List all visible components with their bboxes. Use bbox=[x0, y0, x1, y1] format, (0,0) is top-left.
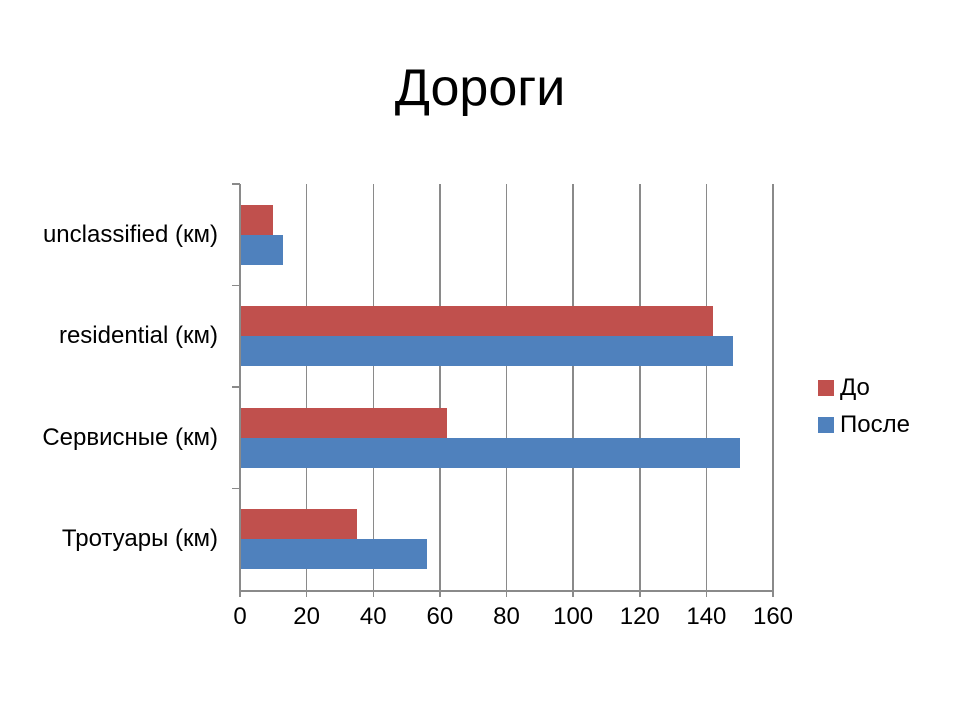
gridline bbox=[572, 184, 574, 590]
category-label: residential (км) bbox=[58, 322, 218, 350]
x-axis-tick bbox=[439, 590, 441, 597]
legend-label-before: До bbox=[840, 374, 870, 401]
x-axis-tick-label: 80 bbox=[493, 603, 520, 630]
bar-after bbox=[240, 539, 427, 570]
x-axis-tick-label: 60 bbox=[426, 603, 454, 630]
x-axis-tick-label: 140 bbox=[686, 603, 727, 630]
x-axis-tick bbox=[639, 590, 641, 597]
x-axis-tick bbox=[572, 590, 574, 597]
y-axis-tick bbox=[232, 386, 240, 388]
x-axis-tick bbox=[239, 590, 241, 597]
y-axis-tick bbox=[232, 284, 240, 287]
x-axis-tick bbox=[372, 590, 374, 597]
legend-swatch-after bbox=[818, 417, 834, 433]
category-label: unclassified (км) bbox=[42, 220, 218, 248]
bar-after bbox=[240, 234, 284, 265]
gridline bbox=[372, 184, 374, 590]
gridline bbox=[439, 184, 441, 590]
x-axis-line bbox=[239, 590, 774, 592]
bar-before bbox=[240, 306, 714, 337]
legend-label-after: После bbox=[840, 411, 910, 438]
bar-before bbox=[240, 509, 357, 540]
y-axis-tick bbox=[232, 183, 240, 185]
y-axis-tick bbox=[232, 487, 240, 490]
x-axis-tick-label: 160 bbox=[752, 603, 794, 630]
bar-after bbox=[240, 336, 734, 367]
x-axis-tick bbox=[305, 590, 308, 597]
x-axis-tick bbox=[772, 590, 774, 597]
gridline bbox=[772, 184, 774, 590]
bar-before bbox=[240, 204, 274, 235]
x-axis-tick-label: 120 bbox=[619, 603, 660, 630]
category-label: Тротуары (км) bbox=[61, 525, 218, 553]
category-label: Сервисные (км) bbox=[42, 423, 218, 451]
gridline bbox=[705, 184, 708, 590]
x-axis-tick bbox=[705, 590, 708, 597]
gridline bbox=[305, 184, 308, 590]
x-axis-tick-label: 20 bbox=[293, 603, 320, 630]
x-axis-tick-label: 40 bbox=[359, 603, 387, 630]
bar-before bbox=[240, 407, 447, 438]
legend-swatch-before bbox=[818, 380, 834, 396]
x-axis-tick-label: 100 bbox=[553, 603, 594, 630]
x-axis-tick bbox=[505, 590, 508, 597]
gridline bbox=[505, 184, 508, 590]
bar-after bbox=[240, 437, 740, 468]
x-axis-tick-label: 0 bbox=[233, 603, 247, 630]
chart-title: Дороги bbox=[394, 59, 566, 117]
gridline bbox=[639, 184, 641, 590]
y-axis-line bbox=[239, 184, 241, 591]
